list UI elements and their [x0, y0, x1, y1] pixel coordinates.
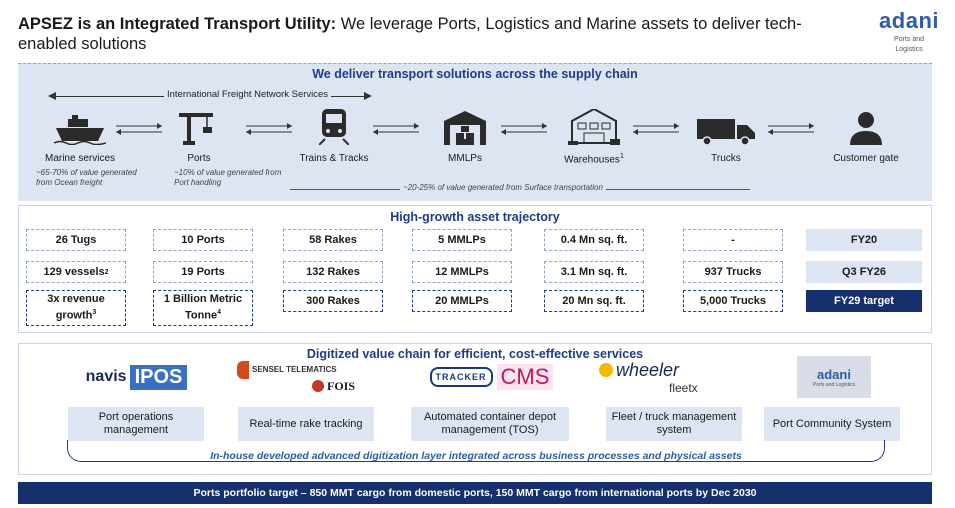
cell-fy20: 58 Rakes	[283, 229, 383, 251]
cell-fy20: 26 Tugs	[26, 229, 126, 251]
double-arrow-icon	[373, 123, 419, 135]
trajectory-title: High-growth asset trajectory	[390, 210, 560, 224]
cell-fy29: 3x revenue growth3	[26, 290, 126, 326]
double-arrow-icon	[768, 123, 814, 135]
year-label-q3: Q3 FY26	[806, 261, 922, 283]
node-warehouses: Warehouses1	[539, 109, 649, 165]
cell-fy29: 1 Billion Metric Tonne4	[153, 290, 253, 326]
port-crane-icon	[179, 113, 213, 145]
surface-transport-line: ~20-25% of value generated from Surface …	[290, 183, 750, 195]
warehouse-building-icon	[568, 109, 620, 145]
trajectory-panel: High-growth asset trajectory 26 Tugs 10 …	[18, 205, 932, 333]
adani-logo: adani Ports and Logistics	[879, 8, 939, 53]
cell-q3: 129 vessels 2	[26, 261, 126, 283]
cell-fy29: 5,000 Trucks	[683, 290, 783, 312]
cell-q3: 937 Trucks	[683, 261, 783, 283]
desc-rake-tracking: Real-time rake tracking	[238, 407, 374, 441]
cell-fy20: 5 MMLPs	[412, 229, 512, 251]
note-ports: ~10% of value generated from Port handli…	[174, 168, 282, 187]
train-icon	[319, 109, 349, 145]
cell-q3: 12 MMLPs	[412, 261, 512, 283]
cell-q3: 19 Ports	[153, 261, 253, 283]
integration-brace	[67, 440, 885, 462]
year-label-fy20: FY20	[806, 229, 922, 251]
cell-fy20: 0.4 Mn sq. ft.	[544, 229, 644, 251]
double-arrow-icon	[501, 123, 547, 135]
double-arrow-icon	[246, 123, 292, 135]
cell-fy29: 300 Rakes	[283, 290, 383, 312]
node-marine: Marine services	[25, 109, 135, 164]
inhouse-caption: In-house developed advanced digitization…	[210, 450, 742, 462]
cell-fy20: -	[683, 229, 783, 251]
year-label-fy29: FY29 target	[806, 290, 922, 312]
double-arrow-icon	[633, 123, 679, 135]
digital-title: Digitized value chain for efficient, cos…	[306, 347, 644, 361]
cell-q3: 132 Rakes	[283, 261, 383, 283]
person-icon	[850, 112, 882, 145]
cell-fy20: 10 Ports	[153, 229, 253, 251]
tracker-cms-logo: TRACKER CMS	[414, 357, 569, 397]
digital-panel: Digitized value chain for efficient, cos…	[18, 343, 932, 475]
desc-container-depot: Automated container depot management (TO…	[411, 407, 569, 441]
network-services-line: International Freight Network Services	[48, 89, 372, 103]
node-mmlps: MMLPs	[410, 109, 520, 164]
node-ports: Ports	[144, 109, 254, 164]
node-customer-gate: Customer gate	[811, 109, 921, 164]
truck-icon	[697, 119, 755, 145]
cell-fy29: 20 MMLPs	[412, 290, 512, 312]
cell-fy29: 20 Mn sq. ft.	[544, 290, 644, 312]
adani-pcs-logo: adani Ports and Logistics	[797, 356, 871, 398]
cell-q3: 3.1 Mn sq. ft.	[544, 261, 644, 283]
footer-banner: Ports portfolio target – 850 MMT cargo f…	[18, 482, 932, 504]
note-marine: ~65-70% of value generated from Ocean fr…	[36, 168, 137, 187]
node-trucks: Trucks	[671, 109, 781, 164]
wheeler-fleetx-logo: wheeler fleetx	[599, 357, 749, 397]
navis-ipos-logo: navis IPOS	[69, 357, 204, 397]
desc-fleet-mgmt: Fleet / truck management system	[606, 407, 742, 441]
desc-port-community: Port Community System	[764, 407, 900, 441]
page-title: APSEZ is an Integrated Transport Utility…	[18, 15, 802, 53]
warehouse-icon	[444, 111, 486, 145]
desc-port-ops: Port operations management	[68, 407, 204, 441]
sensel-fois-logo: SENSEL TELEMATICS FOIS	[237, 357, 377, 397]
supply-chain-panel: We deliver transport solutions across th…	[18, 63, 932, 201]
double-arrow-icon	[116, 123, 162, 135]
supply-chain-title: We deliver transport solutions across th…	[312, 67, 638, 81]
node-trains: Trains & Tracks	[279, 109, 389, 164]
ship-icon	[54, 115, 106, 145]
